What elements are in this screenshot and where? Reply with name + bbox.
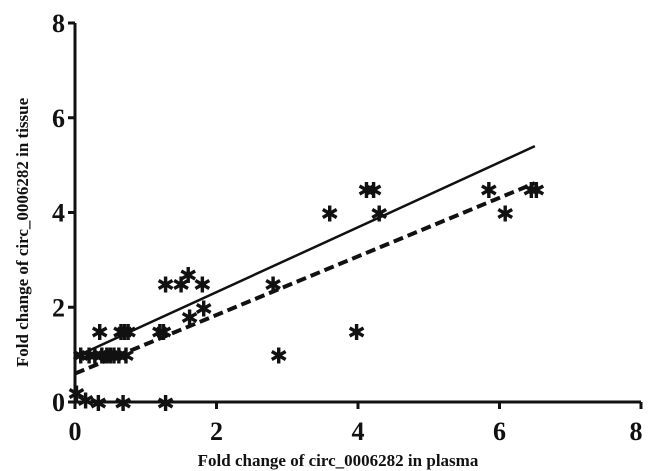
dashed-fit-line	[74, 181, 536, 376]
data-point: ✱	[105, 345, 123, 370]
data-point: ✱	[151, 321, 169, 346]
regression-lines	[74, 145, 536, 376]
y-axis-title: Fold change of circ_0006282 in tissue	[13, 97, 32, 367]
data-point: ✱	[101, 345, 119, 370]
x-tick-label: 2	[210, 417, 223, 446]
x-axis-title: Fold change of circ_0006282 in plasma	[198, 451, 479, 470]
tick-labels: 0 2 4 6 8 0 2 4 6 8	[52, 9, 643, 446]
axes	[73, 23, 641, 404]
data-point: ✱	[119, 321, 137, 346]
data-point: ✱	[154, 321, 172, 346]
y-tick-label: 8	[52, 9, 65, 38]
data-points: ✱✱✱✱✱✱✱✱✱✱✱✱✱✱✱✱✱✱✱✱✱✱✱✱✱✱✱✱✱✱✱✱✱✱✱✱✱	[67, 179, 545, 417]
solid-fit-line	[74, 145, 536, 359]
data-point: ✱	[156, 274, 174, 299]
data-point: ✱	[364, 179, 382, 204]
x-tick-label: 4	[352, 417, 365, 446]
data-point: ✱	[91, 321, 109, 346]
data-point: ✱	[527, 179, 545, 204]
data-point: ✱	[496, 203, 514, 228]
x-tick-label: 0	[69, 417, 82, 446]
data-point: ✱	[80, 345, 98, 370]
data-point: ✱	[112, 321, 130, 346]
y-tick-label: 6	[52, 104, 65, 133]
data-point: ✱	[86, 345, 104, 370]
y-tick-label: 2	[52, 293, 65, 322]
data-point: ✱	[270, 345, 288, 370]
data-point: ✱	[264, 274, 282, 299]
data-point: ✱	[480, 179, 498, 204]
data-point: ✱	[522, 179, 540, 204]
data-point: ✱	[180, 307, 198, 332]
data-point: ✱	[357, 179, 375, 204]
data-point: ✱	[370, 203, 388, 228]
data-point: ✱	[67, 383, 85, 408]
tick-marks	[68, 21, 643, 409]
data-point: ✱	[156, 392, 174, 417]
data-point: ✱	[193, 274, 211, 299]
data-point: ✱	[76, 390, 94, 415]
data-point: ✱	[93, 345, 111, 370]
data-point: ✱	[89, 392, 107, 417]
data-point: ✱	[98, 345, 116, 370]
y-tick-label: 0	[52, 388, 65, 417]
data-point: ✱	[114, 392, 132, 417]
data-point: ✱	[117, 345, 135, 370]
data-point: ✱	[172, 274, 190, 299]
data-point: ✱	[347, 321, 365, 346]
data-point: ✱	[195, 297, 213, 322]
data-point: ✱	[320, 203, 338, 228]
data-point: ✱	[110, 345, 128, 370]
x-tick-label: 6	[493, 417, 506, 446]
x-tick-label: 8	[630, 417, 643, 446]
data-point: ✱	[115, 321, 133, 346]
data-point: ✱	[179, 264, 197, 289]
y-tick-label: 4	[52, 199, 65, 228]
data-point: ✱	[71, 345, 89, 370]
